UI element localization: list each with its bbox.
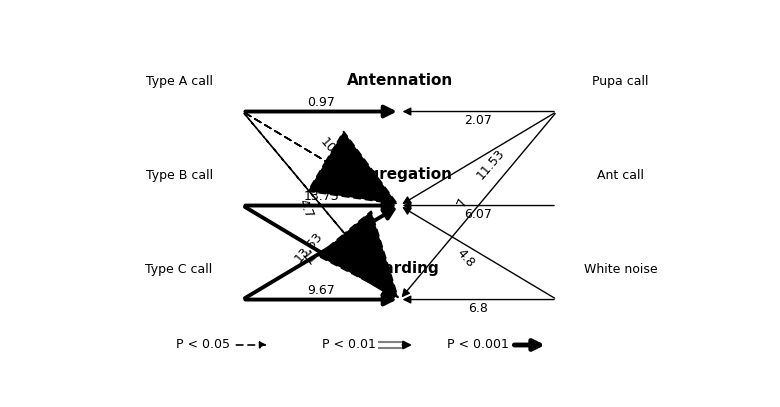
Text: 13.73: 13.73 <box>303 190 339 203</box>
Text: Pupa call: Pupa call <box>592 75 649 88</box>
Text: Type C call: Type C call <box>146 263 213 276</box>
Text: 10.73: 10.73 <box>317 135 350 171</box>
Text: 7: 7 <box>456 196 470 208</box>
Text: Aggregation: Aggregation <box>347 167 452 182</box>
Text: 0.97: 0.97 <box>307 96 335 109</box>
Text: 6.8: 6.8 <box>469 302 488 315</box>
Text: 2.07: 2.07 <box>464 114 492 127</box>
Text: Type A call: Type A call <box>146 75 213 88</box>
Text: P < 0.01: P < 0.01 <box>321 339 376 352</box>
Text: Guarding: Guarding <box>360 261 439 276</box>
Text: 6.07: 6.07 <box>464 208 492 221</box>
Text: 4.7: 4.7 <box>296 197 316 221</box>
Text: 9.67: 9.67 <box>307 284 335 297</box>
Text: 11: 11 <box>298 248 318 269</box>
Text: White noise: White noise <box>583 263 658 276</box>
Text: 4.8: 4.8 <box>454 247 477 270</box>
Text: P < 0.001: P < 0.001 <box>447 339 509 352</box>
Text: Type B call: Type B call <box>146 169 213 182</box>
Text: Ant call: Ant call <box>597 169 644 182</box>
Text: P < 0.05: P < 0.05 <box>176 339 231 352</box>
Text: 11.53: 11.53 <box>474 147 508 182</box>
Text: Antennation: Antennation <box>346 73 453 88</box>
Text: 13.53: 13.53 <box>292 229 325 265</box>
